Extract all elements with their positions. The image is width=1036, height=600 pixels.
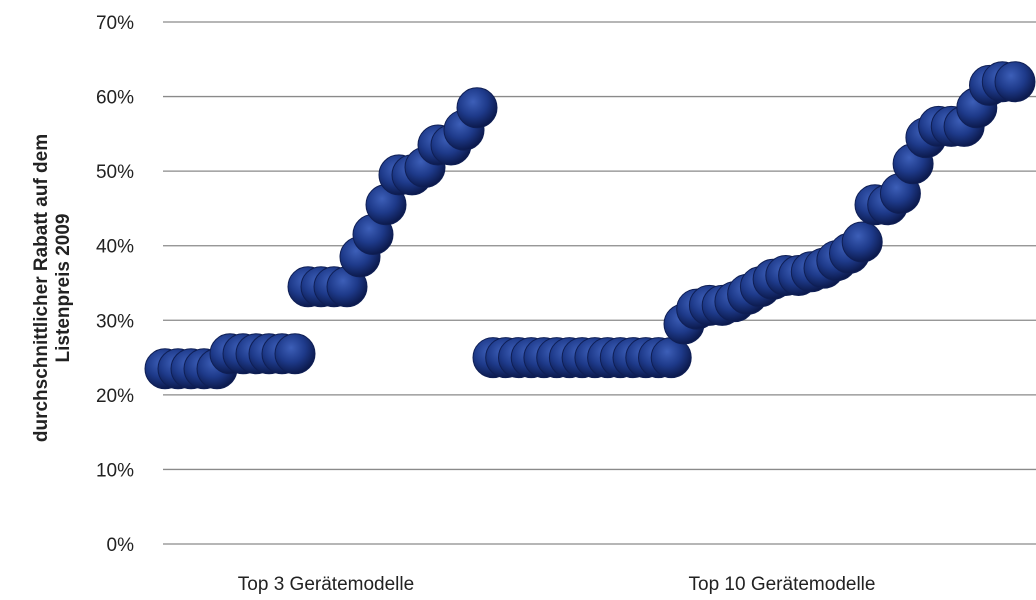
- y-tick-label: 70%: [96, 13, 134, 34]
- y-axis-title-line-2: Listenpreis 2009: [53, 214, 74, 363]
- y-tick-label: 50%: [96, 162, 134, 183]
- y-tick-label: 10%: [96, 460, 134, 481]
- y-tick-label: 30%: [96, 311, 134, 332]
- y-tick-labels: 0% 10% 20% 30% 40% 50% 60% 70%: [96, 13, 134, 556]
- category-label: Top 10 Gerätemodelle: [689, 574, 876, 595]
- data-point: [274, 333, 316, 375]
- data-point: [994, 61, 1036, 103]
- category-labels: Top 3 Gerätemodelle Top 10 Gerätemodelle: [238, 574, 876, 595]
- data-point: [456, 87, 498, 129]
- y-axis-title-line-1: durchschnittlicher Rabatt auf dem: [31, 134, 52, 442]
- data-point: [841, 221, 883, 263]
- category-label: Top 3 Gerätemodelle: [238, 574, 414, 595]
- y-tick-label: 20%: [96, 386, 134, 407]
- y-tick-label: 0%: [107, 535, 135, 556]
- grid-lines: [163, 21, 1036, 545]
- y-tick-label: 60%: [96, 88, 134, 109]
- y-tick-label: 40%: [96, 237, 134, 258]
- data-points: [144, 61, 1036, 390]
- y-axis-title: durchschnittlicher Rabatt auf dem Listen…: [31, 134, 74, 442]
